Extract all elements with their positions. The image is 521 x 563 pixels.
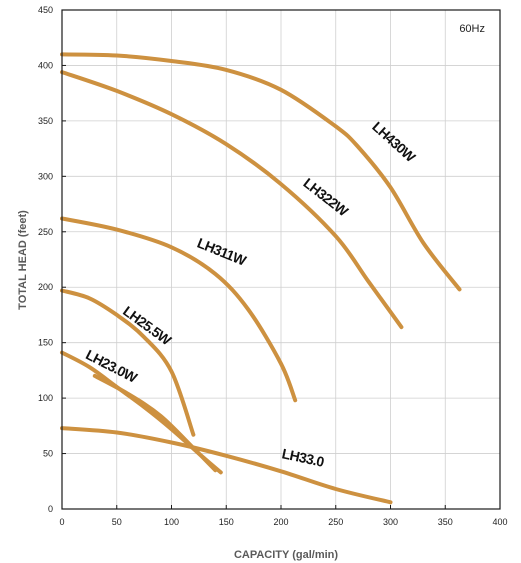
curve-label-lh322w: LH322W: [300, 175, 352, 220]
axes: 0 50 100 150 200 250 300 350 400 0 50 100 150 200 250 3…: [38, 5, 508, 527]
y-tick-label: 50: [43, 449, 53, 459]
curve-unlabeled: [92, 373, 218, 473]
curve-label-lh23-0w: LH23.0W: [83, 346, 140, 386]
y-tick-label: 100: [38, 393, 53, 403]
curve-label-lh33-0: LH33.0: [280, 445, 326, 470]
y-tick-label: 400: [38, 60, 53, 70]
y-tick-label: 200: [38, 282, 53, 292]
curve-label-lh430w: LH430W: [369, 118, 419, 165]
curve-lh33-0: [60, 426, 393, 505]
y-tick-label: 250: [38, 227, 53, 237]
y-tick-label: 450: [38, 5, 53, 15]
frequency-note: 60Hz: [459, 23, 485, 35]
y-tick-label: 300: [38, 171, 53, 181]
x-tick-label: 0: [59, 517, 64, 527]
x-tick-label: 250: [328, 517, 343, 527]
curve-lh430w: [60, 52, 462, 292]
y-axis-title: TOTAL HEAD (feet): [17, 210, 29, 310]
curve-lh311w: [60, 216, 298, 403]
x-tick-label: 150: [219, 517, 234, 527]
x-tick-label: 100: [164, 517, 179, 527]
x-tick-label: 300: [383, 517, 398, 527]
grid: [62, 10, 500, 509]
x-tick-label: 200: [273, 517, 288, 527]
x-tick-label: 50: [112, 517, 122, 527]
y-tick-label: 150: [38, 338, 53, 348]
x-tick-label: 400: [492, 517, 507, 527]
x-tick-label: 350: [438, 517, 453, 527]
x-axis-title: CAPACITY (gal/min): [234, 549, 338, 561]
y-tick-label: 350: [38, 116, 53, 126]
curve-lh25-5w: [60, 288, 196, 437]
curve-lh322w: [60, 70, 404, 330]
performance-curves: [60, 52, 462, 505]
y-tick-label: 0: [48, 504, 53, 514]
